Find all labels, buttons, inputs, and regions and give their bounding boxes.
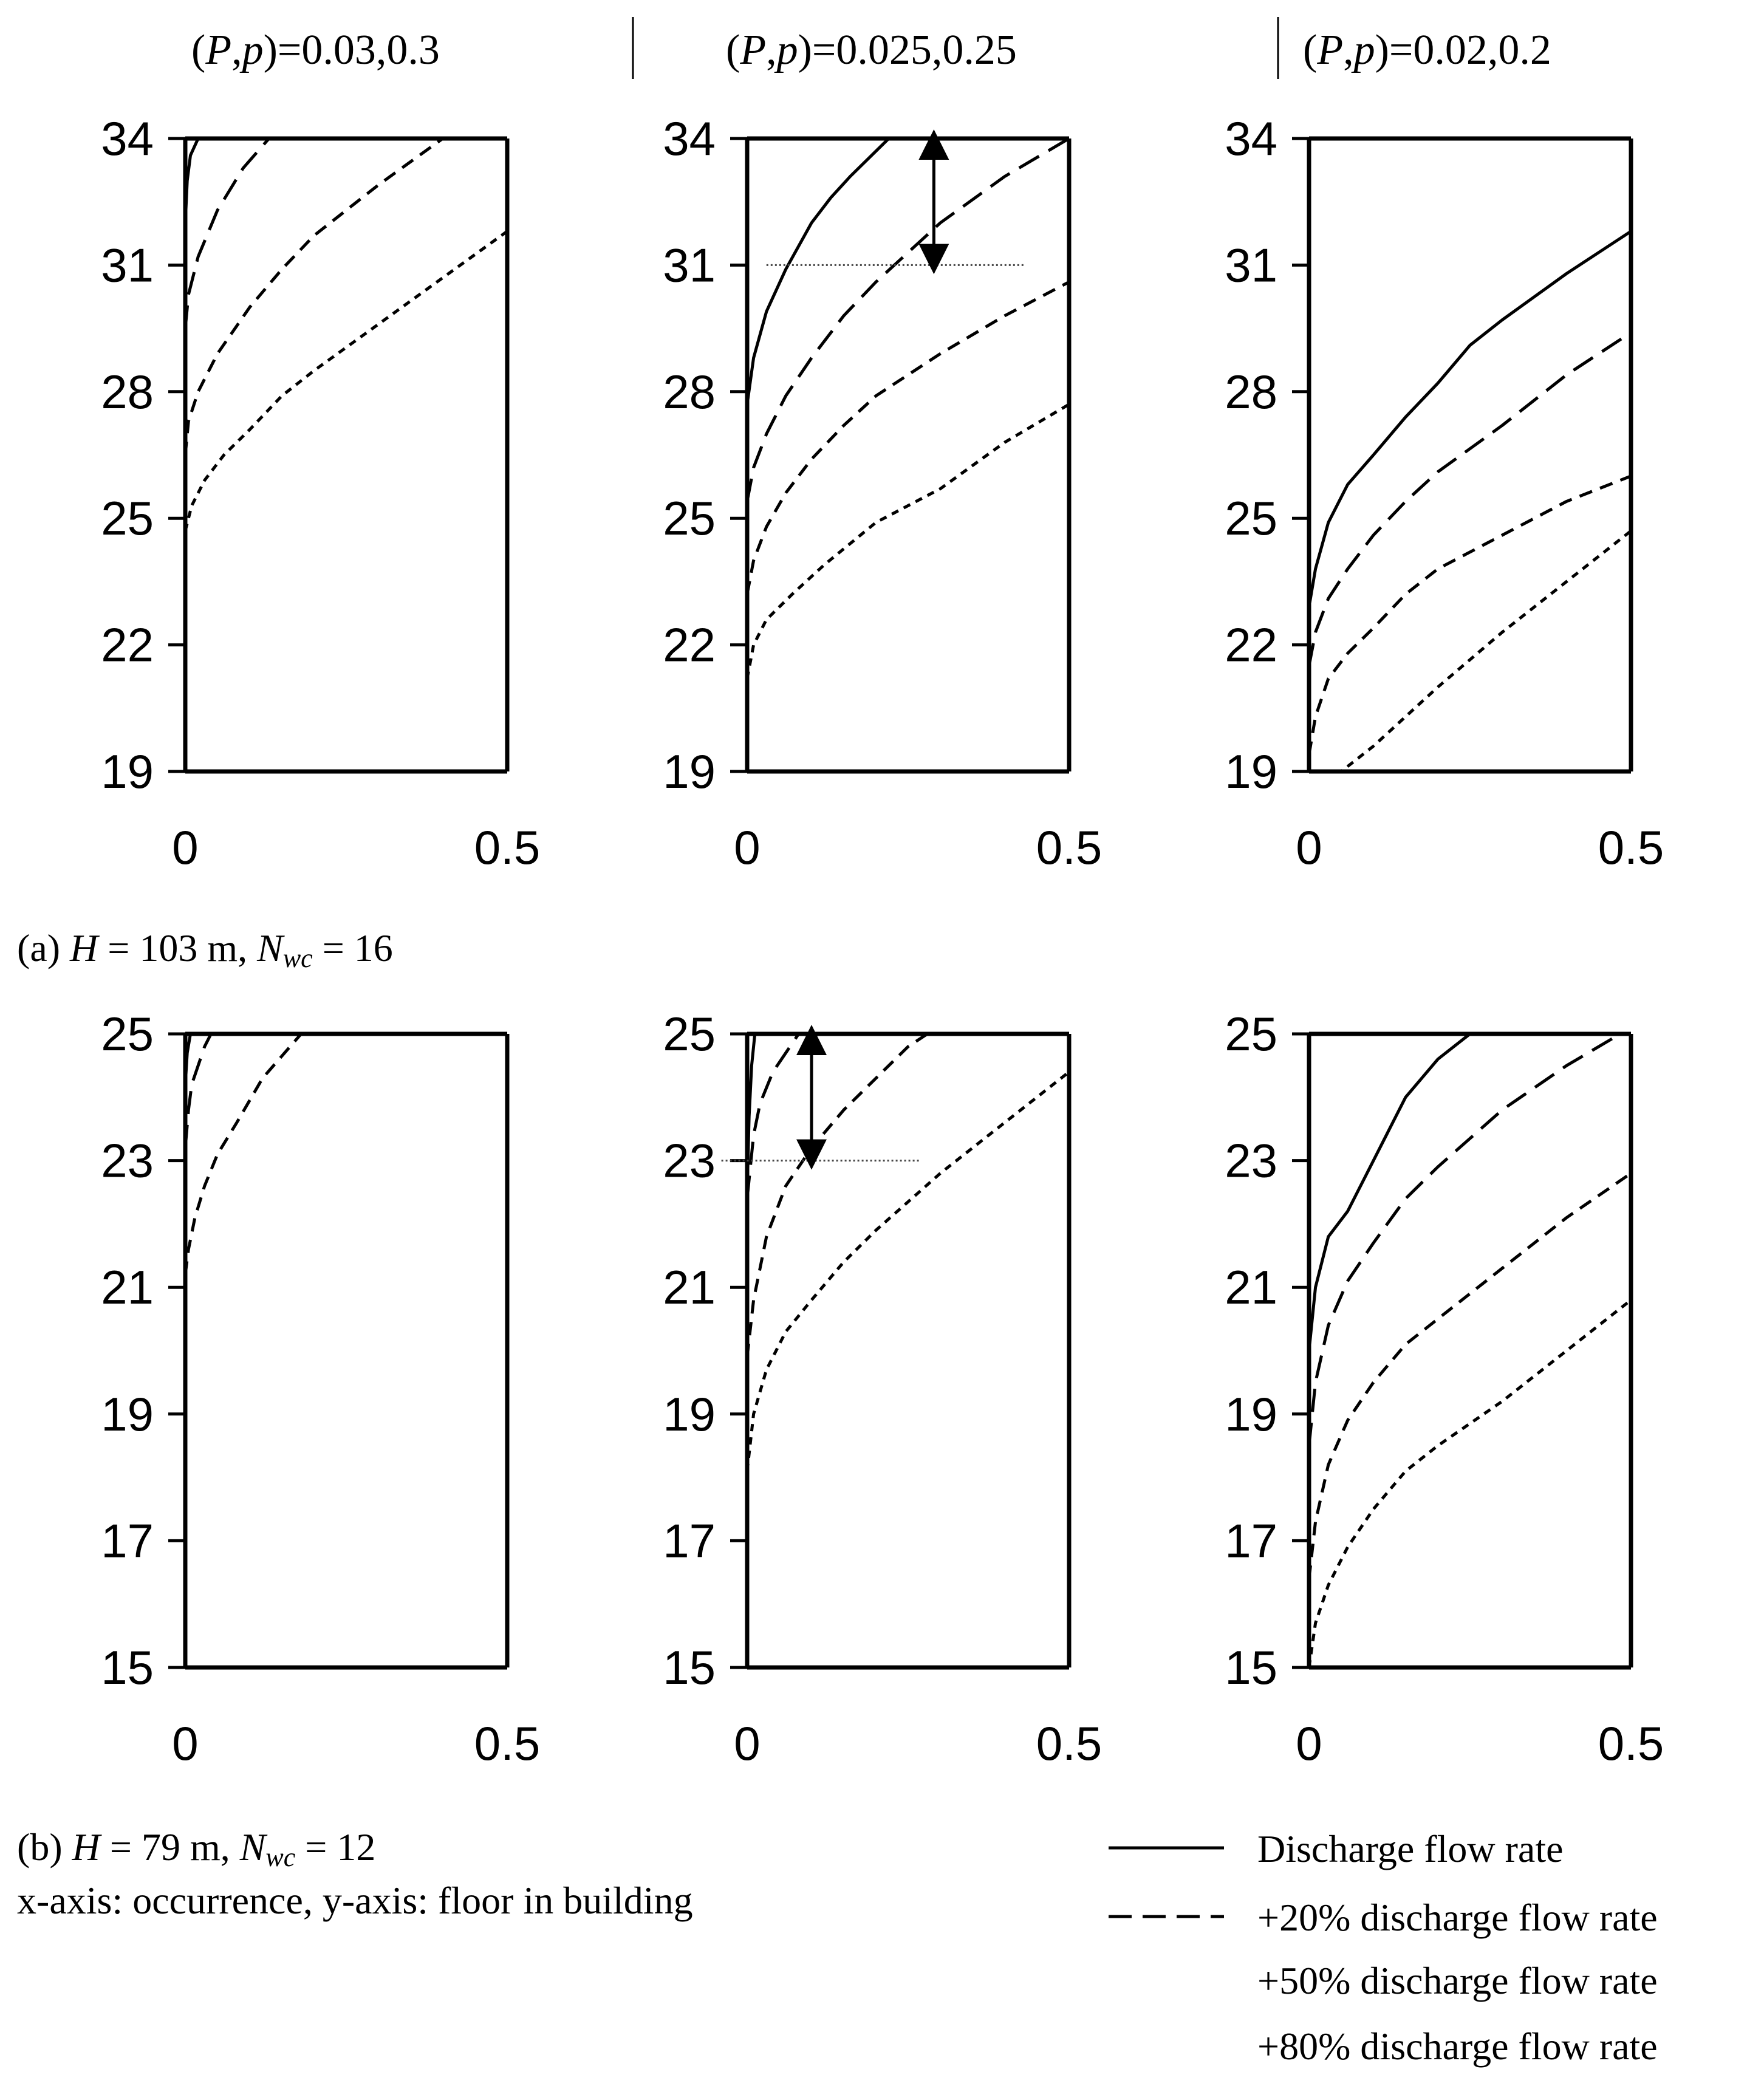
series-line-long-dash [747,1034,800,1199]
y-tick-label: 21 [1225,1260,1277,1314]
y-tick-label: 23 [101,1134,154,1188]
legend: Discharge flow rate +20% discharge flow … [1109,1827,1658,2068]
series-line-long-dash [1309,1034,1624,1446]
y-tick-label: 21 [663,1260,716,1314]
x-tick-label: 0.5 [1598,1717,1664,1770]
legend-label-discharge: Discharge flow rate [1257,1827,1564,1870]
column-header-1: (P,p)=0.03,0.3 [191,27,440,74]
column-header-3: (P,p)=0.02,0.2 [1303,27,1551,74]
x-tick-label: 0 [734,821,760,874]
panel-b-col1: 15 17 19 21 23 25 0 0.5 [101,1007,540,1770]
series-line-dash [747,280,1069,595]
series-line-long-dash [1309,331,1631,666]
series-line-short-dash [1309,530,1631,771]
series-line-dash [185,138,444,456]
x-tick-label: 0 [172,1717,198,1770]
caption-b: (b) H = 79 m, Nwc = 12 [17,1825,375,1872]
y-tick-label: 25 [1225,1007,1277,1061]
y-tick-label: 15 [663,1641,716,1694]
y-tick-label: 21 [101,1260,154,1314]
y-tick-label: 22 [663,618,716,672]
axes-note: x-axis: occurrence, y-axis: floor in bui… [17,1879,693,1922]
y-tick-label: 31 [663,238,716,292]
y-tick-label: 19 [101,1387,154,1441]
series-line-short-dash [747,403,1069,679]
y-tick-label: 19 [1225,1387,1277,1441]
y-tick-label: 15 [1225,1641,1277,1694]
y-tick-label: 19 [663,745,716,798]
legend-label-plus20: +20% discharge flow rate [1257,1896,1658,1939]
y-tick-label: 25 [101,1007,154,1061]
series-line-long-dash [747,138,1069,502]
y-tick-label: 19 [663,1387,716,1441]
series-line-short-dash [747,1070,1069,1471]
legend-label-plus80: +80% discharge flow rate [1257,2025,1658,2068]
panel-a-col2: 19 22 25 28 31 34 0 0.5 [663,112,1102,874]
x-tick-label: 0 [734,1717,760,1770]
legend-label-plus50: +50% discharge flow rate [1257,1959,1658,2002]
y-tick-label: 34 [1225,112,1277,165]
y-tick-label: 28 [1225,365,1277,419]
series-line-dash [747,1034,929,1358]
x-tick-label: 0.5 [1036,1717,1102,1770]
y-tick-label: 23 [1225,1134,1277,1188]
series-line-dash [1309,1172,1631,1579]
y-tick-label: 34 [663,112,716,165]
caption-a: (a) H = 103 m, Nwc = 16 [17,926,393,973]
panel-a-col3: 19 22 25 28 31 34 0 0.5 [1225,112,1664,874]
column-header-2: (P,p)=0.025,0.25 [726,27,1017,74]
panel-b-col2: 15 17 19 21 23 25 0 0.5 [663,1007,1102,1770]
y-tick-label: 28 [101,365,154,419]
x-tick-label: 0 [1296,821,1322,874]
y-tick-label: 22 [1225,618,1277,672]
y-tick-label: 17 [101,1514,154,1567]
panel-b-col3: 15 17 19 21 23 25 0 0.5 [1225,1007,1664,1770]
series-line-solid [1309,1034,1471,1351]
x-tick-label: 0.5 [474,821,540,874]
x-tick-label: 0.5 [1036,821,1102,874]
y-tick-label: 17 [663,1514,716,1567]
y-tick-label: 17 [1225,1514,1277,1567]
x-tick-label: 0 [1296,1717,1322,1770]
series-line-long-dash [185,1034,213,1148]
y-tick-label: 25 [663,1007,716,1061]
panel-a-col1: 19 22 25 28 31 34 0 0.5 [101,112,540,874]
series-line-short-dash [1309,1299,1631,1667]
series-line-dash [1309,474,1631,755]
series-line-dash [185,1034,303,1275]
y-tick-label: 34 [101,112,154,165]
y-tick-label: 19 [1225,745,1277,798]
x-tick-label: 0.5 [1598,821,1664,874]
y-tick-label: 15 [101,1641,154,1694]
series-line-short-dash [185,230,507,532]
y-tick-label: 23 [663,1134,716,1188]
y-tick-label: 22 [101,618,154,672]
x-tick-label: 0 [172,821,198,874]
series-line-solid [1309,230,1631,607]
y-tick-label: 19 [101,745,154,798]
y-tick-label: 31 [101,238,154,292]
y-tick-label: 25 [101,491,154,545]
x-tick-label: 0.5 [474,1717,540,1770]
y-tick-label: 25 [1225,491,1277,545]
y-tick-label: 31 [1225,238,1277,292]
series-line-long-dash [185,138,270,329]
y-tick-label: 28 [663,365,716,419]
y-tick-label: 25 [663,491,716,545]
series-line-solid [747,138,890,405]
